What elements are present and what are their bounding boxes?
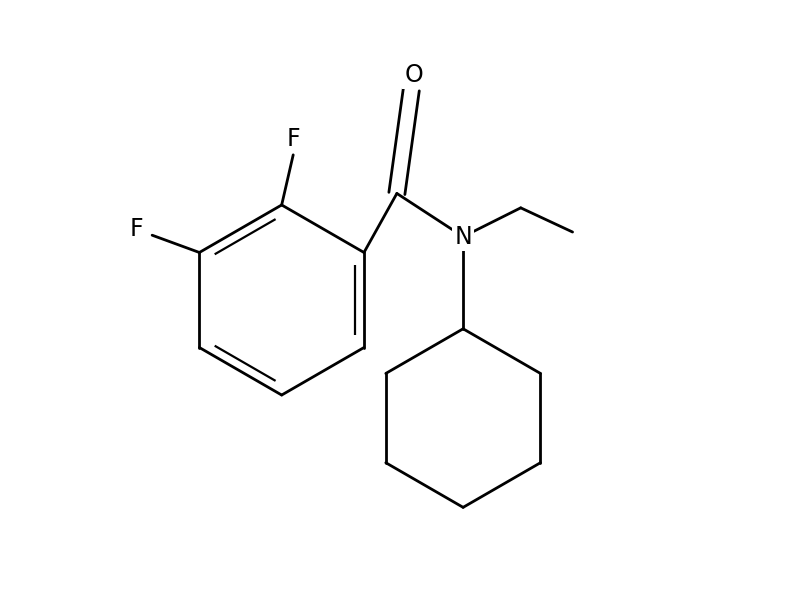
- Text: O: O: [404, 64, 423, 88]
- Text: F: F: [129, 217, 143, 241]
- Text: F: F: [286, 127, 300, 151]
- Text: N: N: [454, 224, 472, 248]
